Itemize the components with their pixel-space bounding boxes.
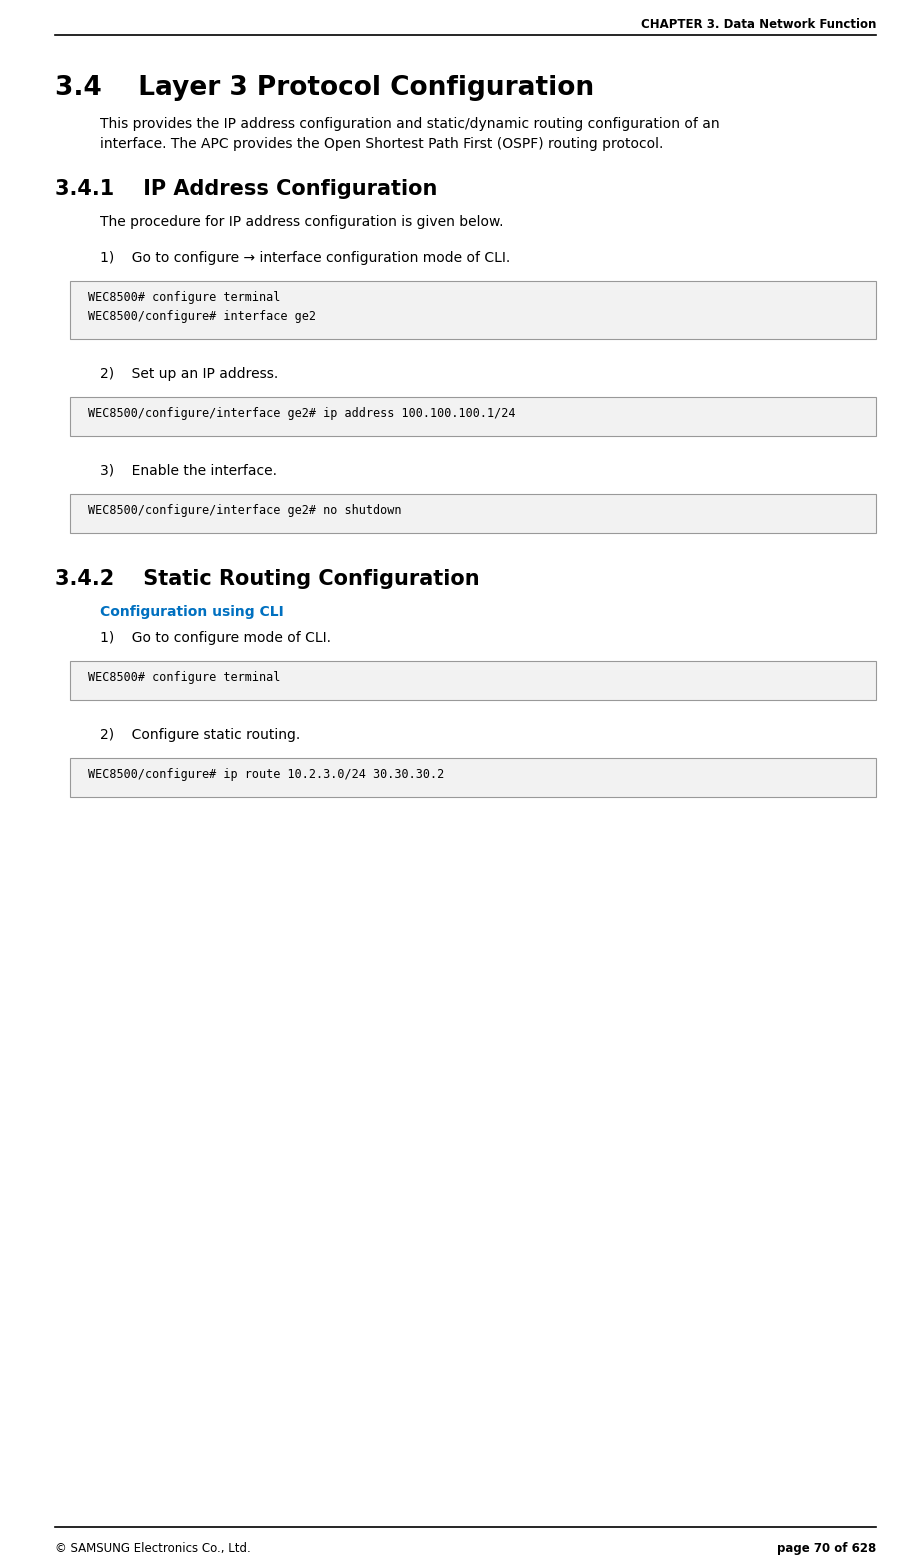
- Text: Configuration using CLI: Configuration using CLI: [100, 606, 284, 620]
- FancyBboxPatch shape: [70, 495, 876, 534]
- Text: This provides the IP address configuration and static/dynamic routing configurat: This provides the IP address configurati…: [100, 117, 719, 131]
- Text: 3.4.1    IP Address Configuration: 3.4.1 IP Address Configuration: [55, 178, 437, 199]
- FancyBboxPatch shape: [70, 660, 876, 700]
- Text: 1)    Go to configure mode of CLI.: 1) Go to configure mode of CLI.: [100, 631, 331, 645]
- Text: © SAMSUNG Electronics Co., Ltd.: © SAMSUNG Electronics Co., Ltd.: [55, 1542, 251, 1556]
- Text: CHAPTER 3. Data Network Function: CHAPTER 3. Data Network Function: [641, 19, 876, 31]
- Text: 3.4.2    Static Routing Configuration: 3.4.2 Static Routing Configuration: [55, 570, 480, 588]
- Text: WEC8500/configure# ip route 10.2.3.0/24 30.30.30.2: WEC8500/configure# ip route 10.2.3.0/24 …: [88, 768, 444, 781]
- Text: 3)    Enable the interface.: 3) Enable the interface.: [100, 463, 277, 477]
- Text: 3.4    Layer 3 Protocol Configuration: 3.4 Layer 3 Protocol Configuration: [55, 75, 594, 102]
- Text: 2)    Configure static routing.: 2) Configure static routing.: [100, 728, 300, 742]
- Text: WEC8500# configure terminal: WEC8500# configure terminal: [88, 291, 280, 304]
- Text: 1)    Go to configure → interface configuration mode of CLI.: 1) Go to configure → interface configura…: [100, 250, 510, 264]
- Text: 2)    Set up an IP address.: 2) Set up an IP address.: [100, 368, 278, 380]
- Text: WEC8500/configure# interface ge2: WEC8500/configure# interface ge2: [88, 310, 316, 322]
- Text: page 70 of 628: page 70 of 628: [776, 1542, 876, 1556]
- FancyBboxPatch shape: [70, 282, 876, 340]
- Text: WEC8500# configure terminal: WEC8500# configure terminal: [88, 671, 280, 684]
- Text: interface. The APC provides the Open Shortest Path First (OSPF) routing protocol: interface. The APC provides the Open Sho…: [100, 138, 663, 150]
- FancyBboxPatch shape: [70, 398, 876, 437]
- Text: WEC8500/configure/interface ge2# ip address 100.100.100.1/24: WEC8500/configure/interface ge2# ip addr…: [88, 407, 516, 419]
- FancyBboxPatch shape: [70, 757, 876, 797]
- Text: WEC8500/configure/interface ge2# no shutdown: WEC8500/configure/interface ge2# no shut…: [88, 504, 402, 516]
- Text: The procedure for IP address configuration is given below.: The procedure for IP address configurati…: [100, 214, 504, 228]
